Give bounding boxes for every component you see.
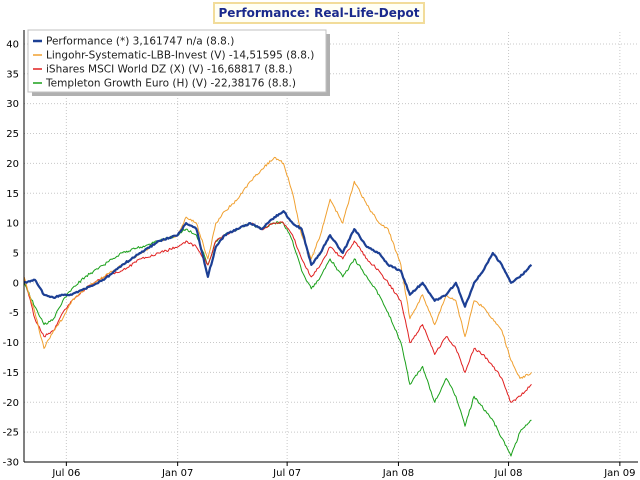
legend-entry: Performance (*) 3,161747 n/a (8.8.) [46, 36, 234, 48]
legend-entry: Templeton Growth Euro (H) (V) -22,38176 … [45, 78, 296, 90]
x-tick-label: Jul 08 [494, 468, 523, 479]
y-tick-label: 15 [6, 189, 19, 200]
y-tick-label: 10 [6, 219, 19, 230]
x-tick-label: Jan 07 [161, 468, 193, 479]
y-tick-label: 20 [6, 159, 19, 170]
series-lines [23, 156, 533, 457]
y-tick-label: 35 [6, 69, 19, 80]
x-tick-label: Jul 07 [272, 468, 301, 479]
y-tick-label: -5 [9, 308, 19, 319]
chart-title: Performance: Real-Life-Depot [213, 2, 425, 24]
x-tick-label: Jan 09 [603, 468, 635, 479]
series-line-1 [23, 156, 532, 379]
y-tick-label: -10 [3, 338, 19, 349]
legend: Performance (*) 3,161747 n/a (8.8.) Lingo… [27, 29, 330, 96]
axes: 40 35 30 25 20 15 10 5 0 -5 -10 -15 -20 -25 -30 Jul 06 J… [3, 30, 638, 479]
legend-entry: iShares MSCI World DZ (X) (V) -16,68817 … [46, 64, 292, 76]
legend-entry: Lingohr-Systematic-LBB-Invest (V) -14,51… [46, 50, 314, 62]
series-line-2 [23, 221, 532, 403]
y-tick-label: 30 [6, 99, 19, 110]
legend-box [27, 29, 327, 93]
y-tick-label: -30 [3, 458, 19, 469]
y-tick-label: 0 [13, 278, 19, 289]
y-tick-label: 5 [13, 248, 19, 259]
series-line-0 [23, 210, 533, 308]
y-tick-label: -15 [3, 368, 19, 379]
series-line-3 [23, 221, 532, 457]
y-tick-label: -25 [3, 428, 19, 439]
y-tick-label: -20 [3, 398, 19, 409]
x-tick-label: Jul 06 [51, 468, 80, 479]
y-tick-label: 40 [6, 39, 19, 50]
y-tick-label: 25 [6, 129, 19, 140]
x-tick-label: Jan 08 [382, 468, 414, 479]
